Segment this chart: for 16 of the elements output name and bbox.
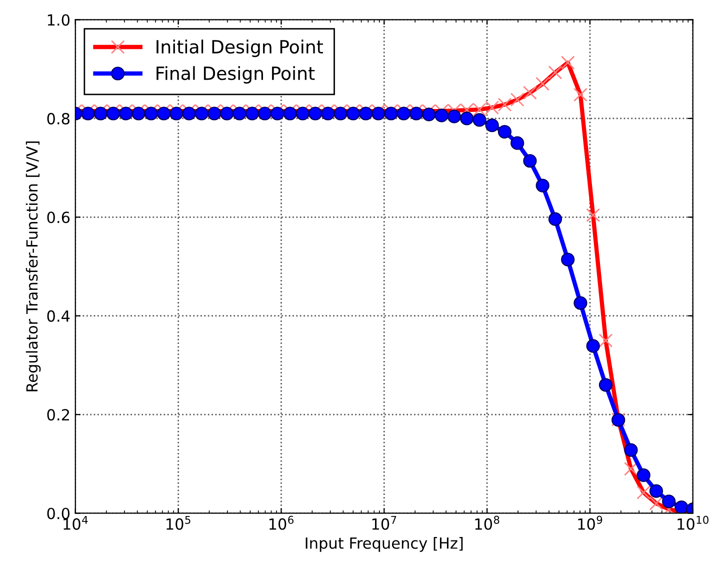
y-axis-title: Regulator Transfer-Function [V/V] [26, 142, 41, 392]
x-tick-label: 10$^{5}$ [166, 516, 190, 530]
x-tick-label: 10$^{6}$ [269, 516, 294, 530]
x-tick-label: 10$^{10}$ [678, 516, 708, 530]
x-axis-title: Input Frequency [Hz] [306, 537, 463, 552]
x-tick-label: 10$^{8}$ [475, 516, 500, 530]
y-tick-label: 0.6 [47, 212, 70, 224]
y-tick-label: 0.2 [47, 409, 69, 421]
legend-label: Final Design Point [156, 66, 315, 84]
x-tick-label: 10$^{9}$ [578, 516, 602, 530]
y-tick-label: 0.4 [47, 310, 70, 322]
y-tick-label: 0.0 [47, 508, 70, 520]
y-tick-label: 0.8 [47, 112, 70, 124]
legend-label: Initial Design Point [156, 40, 323, 58]
y-tick-label: 1.0 [48, 14, 70, 26]
x-tick-label: 10$^{7}$ [372, 516, 396, 530]
